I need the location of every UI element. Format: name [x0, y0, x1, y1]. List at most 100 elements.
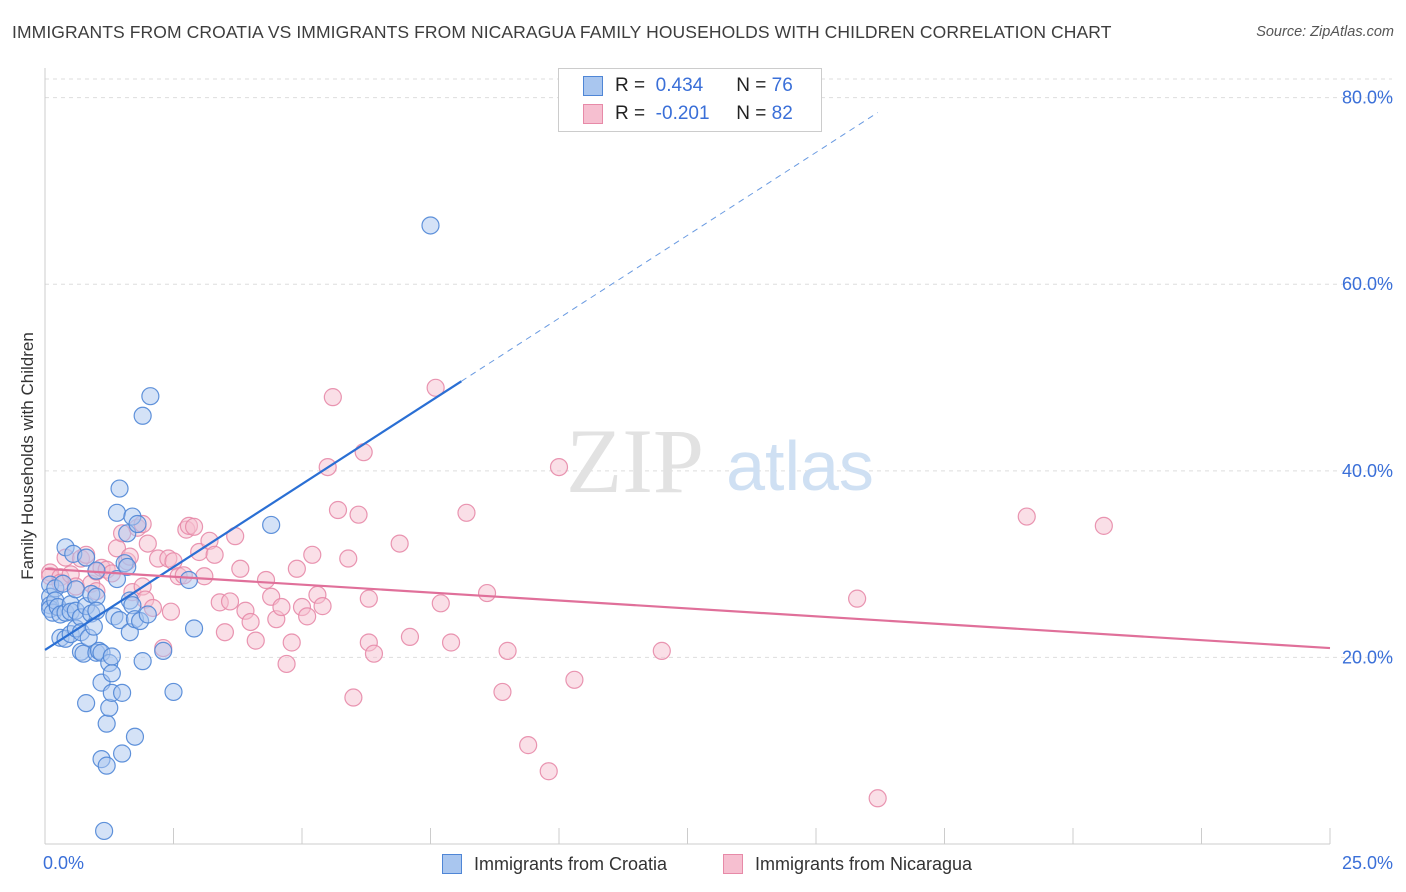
data-point — [161, 602, 181, 621]
data-point — [287, 559, 306, 578]
n-value: 76 — [771, 75, 793, 96]
data-point — [133, 406, 152, 425]
nicaragua-swatch — [723, 854, 743, 874]
x-tick-label: 25.0% — [1342, 853, 1393, 873]
trend-lines — [44, 112, 1331, 651]
data-point — [441, 633, 461, 652]
data-point — [431, 594, 450, 613]
croatia-swatch — [583, 76, 603, 96]
data-point — [359, 589, 378, 608]
data-point — [77, 694, 96, 713]
data-point — [313, 597, 332, 616]
correlation-legend: R = 0.434 N = 76 R = -0.201 N = 82 — [558, 68, 822, 132]
data-point — [164, 682, 183, 702]
data-point — [1094, 516, 1113, 535]
y-tick-label: 40.0% — [1342, 461, 1393, 481]
data-point — [66, 580, 85, 599]
legend-label: Immigrants from Nicaragua — [755, 853, 973, 874]
nicaragua-trend-line — [44, 567, 1331, 650]
data-point — [205, 545, 224, 564]
y-tick-label: 20.0% — [1342, 647, 1393, 667]
data-point — [390, 534, 409, 553]
croatia-swatch — [442, 854, 462, 874]
data-point — [110, 479, 129, 498]
data-point — [107, 503, 127, 522]
data-point — [112, 683, 132, 702]
data-point — [184, 517, 204, 536]
data-point — [272, 597, 291, 617]
watermark-atlas: atlas — [726, 427, 874, 505]
data-point — [339, 549, 358, 568]
watermark: ZIP atlas — [566, 410, 874, 512]
croatia-points — [41, 216, 440, 841]
data-point — [298, 607, 317, 626]
data-point — [652, 641, 671, 660]
legend-item-croatia[interactable]: Immigrants from Croatia — [442, 851, 667, 877]
data-point — [457, 503, 476, 522]
data-point — [493, 682, 512, 702]
legend-row-croatia: R = 0.434 N = 76 — [583, 74, 793, 98]
data-point — [231, 559, 250, 578]
axes — [44, 68, 1331, 845]
n-label: N = — [736, 103, 767, 124]
data-point — [215, 623, 234, 642]
data-point — [349, 505, 368, 524]
data-point — [118, 557, 137, 577]
r-value: -0.201 — [655, 103, 710, 124]
data-point — [179, 570, 199, 590]
data-point — [328, 500, 348, 520]
n-value: 82 — [771, 103, 793, 124]
data-point — [102, 664, 121, 683]
r-value: 0.434 — [655, 75, 704, 96]
data-point — [107, 569, 127, 589]
data-point — [364, 644, 384, 663]
chart-title: IMMIGRANTS FROM CROATIA VS IMMIGRANTS FR… — [12, 22, 1112, 42]
data-point — [128, 514, 147, 534]
data-point — [220, 592, 240, 611]
y-tick-label: 80.0% — [1342, 88, 1393, 108]
nicaragua-swatch — [583, 104, 603, 124]
data-point — [868, 789, 887, 808]
data-point — [277, 654, 296, 674]
y-axis-label: Family Households with Children — [18, 332, 37, 580]
data-point — [195, 567, 214, 586]
data-point — [323, 388, 342, 407]
data-point — [256, 570, 276, 590]
tick-labels: 20.0% 40.0% 60.0% 80.0% 0.0% 25.0% — [43, 88, 1393, 873]
croatia-trend-line — [44, 380, 462, 651]
legend-label: Immigrants from Croatia — [474, 853, 668, 874]
data-point — [133, 652, 152, 671]
n-label: N = — [736, 75, 767, 96]
legend-row-nicaragua: R = -0.201 N = 82 — [583, 102, 793, 126]
data-point — [282, 633, 301, 652]
data-point — [102, 647, 121, 666]
data-point — [77, 548, 96, 567]
r-label: R = — [615, 75, 646, 96]
data-point — [421, 216, 440, 235]
data-point — [97, 756, 116, 775]
watermark-zip: ZIP — [566, 410, 704, 512]
data-point — [184, 619, 204, 638]
data-point — [241, 612, 260, 632]
data-point — [138, 605, 157, 624]
data-point — [848, 589, 867, 608]
croatia-trend-extension — [461, 112, 878, 382]
legend-item-nicaragua[interactable]: Immigrants from Nicaragua — [723, 851, 972, 877]
data-point — [84, 617, 103, 636]
r-label: R = — [615, 103, 646, 124]
data-point — [246, 631, 265, 650]
data-point — [477, 583, 497, 603]
data-point — [141, 387, 160, 406]
data-point — [100, 698, 119, 717]
data-point — [549, 457, 569, 477]
data-point — [112, 744, 132, 763]
data-point — [344, 688, 363, 707]
data-point — [138, 534, 157, 553]
data-point — [95, 821, 114, 841]
data-point — [97, 714, 116, 733]
data-point — [539, 762, 558, 781]
source-credit: Source: ZipAtlas.com — [1256, 24, 1394, 40]
data-point — [262, 515, 281, 535]
data-point — [519, 736, 538, 755]
